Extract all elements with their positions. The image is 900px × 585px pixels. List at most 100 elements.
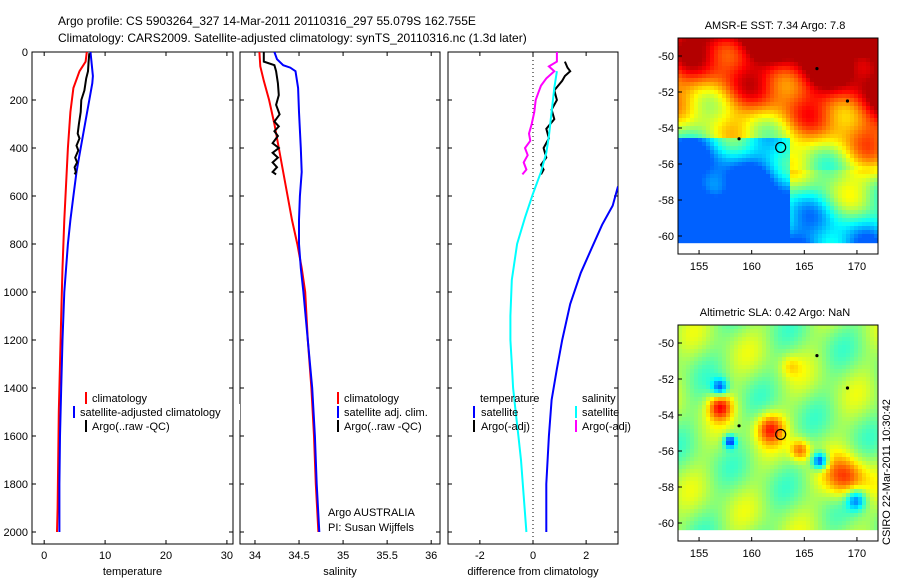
heatmap-cell [858,170,863,175]
heatmap-cell [694,134,699,139]
heatmap-cell [714,130,719,135]
heatmap-cell [722,210,727,215]
heatmap-cell [734,393,739,398]
heatmap-cell [822,182,827,187]
heatmap-cell [726,357,731,362]
heatmap-cell [782,353,787,358]
heatmap-cell [690,421,695,426]
heatmap-cell [866,485,871,490]
heatmap-cell [810,369,815,374]
heatmap-cell [806,425,811,430]
y-tick-label: 1600 [4,431,28,443]
heatmap-cell [846,473,851,478]
heatmap-cell [754,58,759,63]
heatmap-cell [718,66,723,71]
heatmap-cell [802,329,807,334]
heatmap-cell [850,341,855,346]
heatmap-cell [846,82,851,87]
heatmap-cell [790,365,795,370]
heatmap-cell [762,58,767,63]
heatmap-cell [710,429,715,434]
heatmap-cell [842,78,847,83]
heatmap-cell [866,110,871,115]
heatmap-cell [682,122,687,127]
heatmap-cell [750,178,755,183]
heatmap-cell [858,457,863,462]
heatmap-cell [718,437,723,442]
heatmap-cell [754,421,759,426]
heatmap-cell [806,445,811,450]
heatmap-cell [710,198,715,203]
heatmap-cell [702,178,707,183]
heatmap-cell [786,473,791,478]
heatmap-cell [758,126,763,131]
heatmap-cell [698,206,703,211]
heatmap-cell [746,457,751,462]
heatmap-cell [822,473,827,478]
heatmap-cell [798,481,803,486]
heatmap-cell [798,449,803,454]
heatmap-cell [698,361,703,366]
heatmap-cell [854,230,859,235]
heatmap-cell [690,489,695,494]
heatmap-cell [862,361,867,366]
heatmap-cell [786,146,791,151]
heatmap-cell [686,341,691,346]
heatmap-cell [762,114,767,119]
heatmap-cell [722,401,727,406]
heatmap-cell [722,202,727,207]
heatmap-cell [770,481,775,486]
heatmap-cell [838,202,843,207]
heatmap-cell [754,102,759,107]
heatmap-cell [834,74,839,79]
heatmap-cell [770,353,775,358]
heatmap-cell [782,182,787,187]
heatmap-cell [794,146,799,151]
heatmap-cell [750,421,755,426]
heatmap-cell [726,158,731,163]
heatmap-cell [818,214,823,219]
heatmap-cell [706,50,711,55]
heatmap-cell [694,90,699,95]
heatmap-cell [746,166,751,171]
heatmap-cell [866,437,871,442]
heatmap-cell [702,70,707,75]
heatmap-cell [810,166,815,171]
heatmap-cell [710,449,715,454]
heatmap-cell [730,66,735,71]
heatmap-cell [690,405,695,410]
heatmap-cell [794,58,799,63]
heatmap-cell [726,182,731,187]
heatmap-cell [866,206,871,211]
heatmap-cell [686,425,691,430]
heatmap-cell [778,238,783,243]
heatmap-cell [726,166,731,171]
heatmap-cell [846,150,851,155]
heatmap-cell [710,417,715,422]
heatmap-cell [798,397,803,402]
heatmap-cell [766,238,771,243]
heatmap-cell [742,150,747,155]
heatmap-cell [806,234,811,239]
heatmap-cell [774,74,779,79]
heatmap-cell [778,234,783,239]
heatmap-cell [778,182,783,187]
heatmap-cell [858,130,863,135]
heatmap-cell [794,461,799,466]
heatmap-cell [838,485,843,490]
y-tick-label: -52 [658,87,674,99]
heatmap-cell [818,158,823,163]
heatmap-cell [770,62,775,67]
heatmap-cell [682,429,687,434]
heatmap-cell [830,130,835,135]
heatmap-cell [850,178,855,183]
heatmap-cell [838,361,843,366]
heatmap-cell [862,154,867,159]
heatmap-cell [798,401,803,406]
heatmap-cell [750,42,755,47]
heatmap-cell [842,66,847,71]
heatmap-cell [762,469,767,474]
heatmap-cell [742,58,747,63]
legend-label-sal-argo: Argo(-adj) [582,421,631,433]
heatmap-cell [758,90,763,95]
